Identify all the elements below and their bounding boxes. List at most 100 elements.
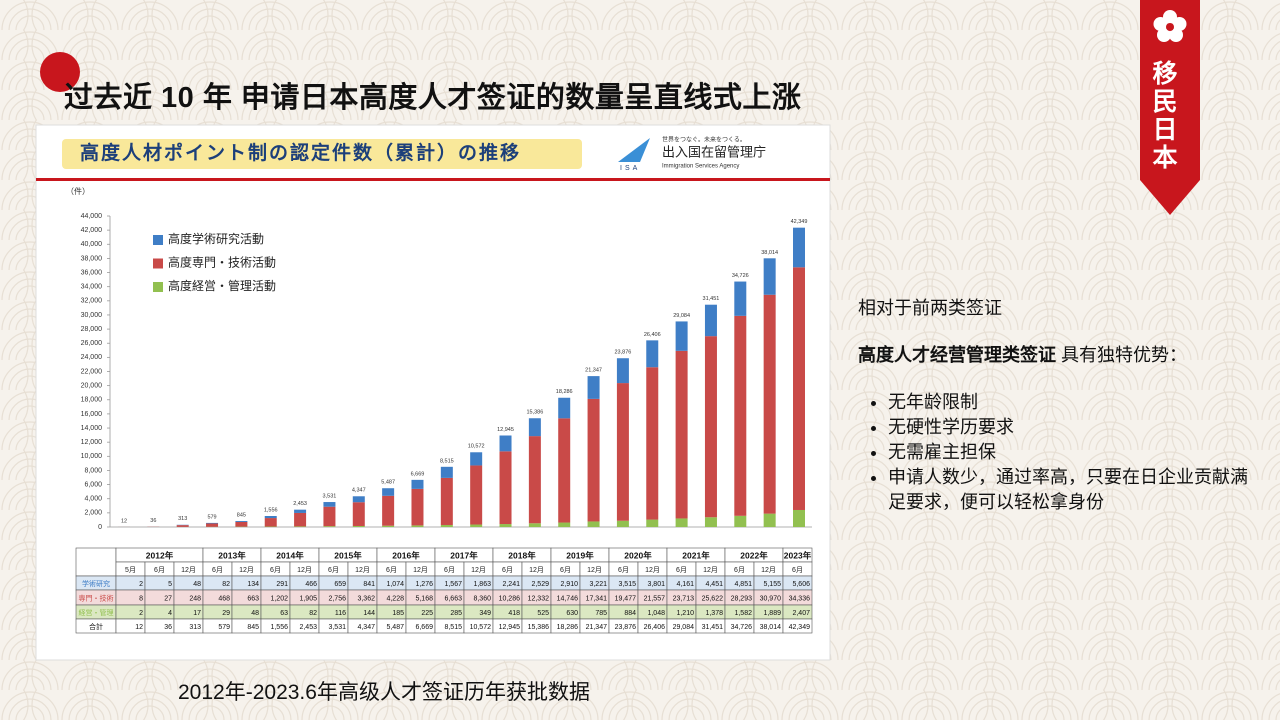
- year-header: 2023年: [784, 550, 812, 560]
- bar-total-label: 4,347: [352, 488, 366, 494]
- table-value: 8: [139, 595, 143, 602]
- logo-name: 出入国在留管理庁: [662, 144, 766, 159]
- table-value: 248: [189, 595, 201, 602]
- bar-segment: [411, 479, 424, 489]
- bar-segment: [382, 488, 395, 496]
- y-tick-label: 40,000: [81, 241, 103, 248]
- table-value: 845: [247, 624, 259, 631]
- table-value: 2,241: [502, 581, 520, 588]
- month-header: 6月: [386, 566, 397, 574]
- bar-segment: [470, 465, 483, 525]
- table-value: 5,155: [763, 581, 781, 588]
- y-tick-label: 10,000: [81, 453, 103, 460]
- table-value: 225: [421, 610, 433, 617]
- bar-total-label: 8,515: [440, 458, 454, 464]
- bar-segment: [558, 522, 571, 527]
- bar-segment: [323, 526, 336, 527]
- row-label: 経営・管理: [79, 608, 114, 617]
- table-value: 31,451: [702, 624, 724, 631]
- bar-segment: [675, 518, 688, 527]
- chart-title: 高度人材ポイント制の認定件数（累計）の推移: [80, 141, 521, 164]
- bar-segment: [616, 358, 629, 384]
- table-value: 21,347: [586, 624, 608, 631]
- table-value: 785: [595, 610, 607, 617]
- table-cell: [75, 547, 117, 577]
- bar-segment: [763, 294, 776, 514]
- table-value: 34,336: [789, 595, 811, 602]
- table-value: 349: [479, 610, 491, 617]
- y-tick-label: 4,000: [84, 496, 102, 503]
- table-value: 4,851: [734, 581, 752, 588]
- month-header: 6月: [734, 566, 745, 574]
- month-header: 5月: [125, 566, 136, 574]
- table-value: 579: [218, 624, 230, 631]
- table-value: 5: [168, 581, 172, 588]
- table-value: 82: [309, 610, 317, 617]
- legend-label: 高度専門・技術活動: [168, 255, 276, 270]
- table-value: 28,293: [731, 595, 753, 602]
- bar-total-label: 10,572: [468, 444, 485, 450]
- table-value: 48: [193, 581, 201, 588]
- y-tick-label: 0: [98, 524, 102, 531]
- bar-total-label: 15,386: [526, 410, 543, 416]
- month-header: 6月: [328, 566, 339, 574]
- caption: 2012年-2023.6年高级人才签证历年获批数据: [178, 681, 590, 704]
- table-value: 418: [508, 610, 520, 617]
- y-tick-label: 22,000: [81, 368, 103, 375]
- bar-segment: [675, 321, 688, 351]
- bar-segment: [675, 350, 688, 519]
- side-heading: 相对于前两类签证: [858, 298, 1002, 318]
- bar-segment: [235, 521, 248, 527]
- bar-segment: [323, 506, 336, 527]
- table-value: 17,341: [586, 595, 608, 602]
- table-value: 2,910: [560, 581, 578, 588]
- table-value: 6,663: [444, 595, 462, 602]
- table-value: 4,228: [386, 595, 404, 602]
- table-value: 4: [168, 610, 172, 617]
- table-value: 10,572: [470, 624, 492, 631]
- header-rule: [36, 178, 830, 181]
- month-header: 12月: [761, 566, 776, 574]
- bar-segment: [499, 451, 512, 525]
- table-value: 82: [222, 581, 230, 588]
- table-value: 313: [189, 624, 201, 631]
- bullet: 申请人数少，通过率高，只要在日企业贡献满足要求，便可以轻松拿身份: [888, 465, 1258, 515]
- table-value: 5,168: [415, 595, 433, 602]
- legend-swatch: [153, 235, 163, 245]
- slide-title: 过去近 10 年 申请日本高度人才签证的数量呈直线式上涨: [64, 82, 802, 114]
- table-cell: [782, 618, 813, 634]
- table-value: 15,386: [528, 624, 550, 631]
- table-value: 1,276: [415, 581, 433, 588]
- row-label: 合計: [89, 622, 103, 631]
- side-panel: 相对于前两类签证 高度人才经营管理类签证 具有独特优势： 无年龄限制无硬性学历要…: [858, 296, 1258, 515]
- table-value: 2,407: [792, 610, 810, 617]
- month-header: 6月: [270, 566, 281, 574]
- bar-segment: [587, 521, 600, 527]
- year-header: 2022年: [740, 550, 768, 560]
- bar-total-label: 31,451: [703, 296, 720, 302]
- table-value: 1,048: [647, 610, 665, 617]
- table-value: 2: [139, 581, 143, 588]
- bar-segment: [616, 383, 629, 521]
- table-value: 1,567: [444, 581, 462, 588]
- bar-total-label: 18,286: [556, 389, 573, 395]
- side-rest: 具有独特优势：: [1056, 345, 1188, 365]
- y-tick-label: 44,000: [81, 213, 103, 220]
- table-value: 21,557: [644, 595, 666, 602]
- table-value: 2,529: [531, 581, 549, 588]
- month-header: 12月: [181, 566, 196, 574]
- month-header: 12月: [355, 566, 370, 574]
- bar-segment: [616, 520, 629, 527]
- logo-slogan: 世界をつなぐ。未来をつくる。: [662, 136, 746, 144]
- table-value: 5,487: [386, 624, 404, 631]
- month-header: 6月: [676, 566, 687, 574]
- month-header: 6月: [444, 566, 455, 574]
- bar-segment: [646, 519, 659, 527]
- table-value: 42,349: [789, 624, 811, 631]
- y-tick-label: 34,000: [81, 284, 103, 291]
- y-tick-label: 6,000: [84, 481, 102, 488]
- table-value: 48: [251, 610, 259, 617]
- bar-total-label: 34,726: [732, 273, 749, 279]
